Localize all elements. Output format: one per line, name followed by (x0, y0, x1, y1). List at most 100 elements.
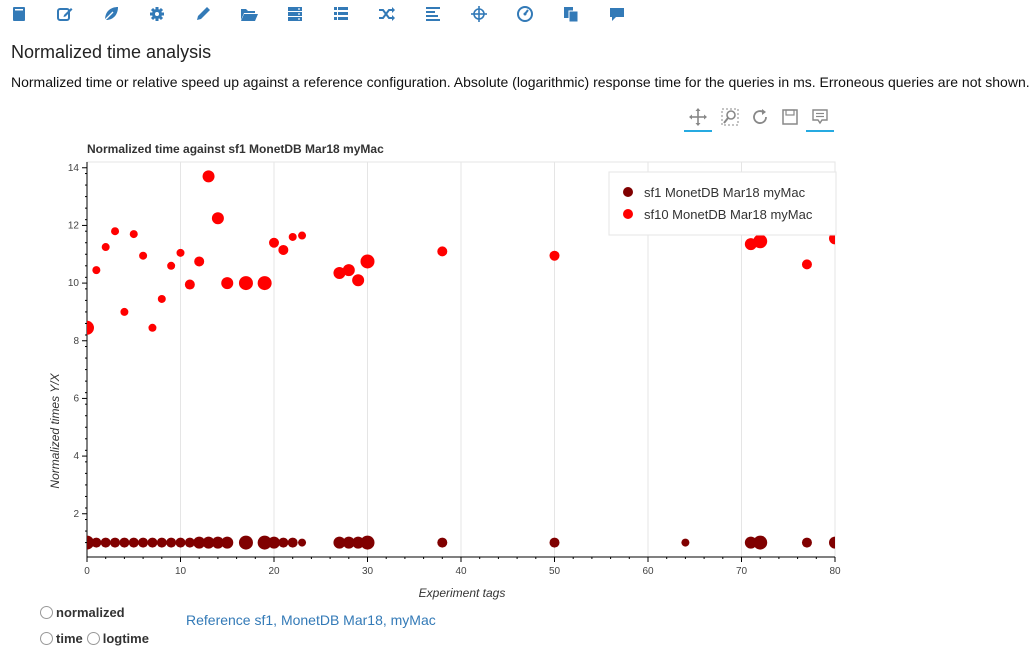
point-series-1[interactable] (138, 537, 149, 548)
leaf-icon[interactable] (102, 5, 120, 23)
logtime-label[interactable]: logtime (102, 631, 149, 646)
normalized-label[interactable]: normalized (56, 605, 125, 620)
point-series-2[interactable] (437, 246, 448, 257)
point-series-1[interactable] (193, 536, 206, 549)
point-series-2[interactable] (221, 277, 234, 290)
point-series-2[interactable] (753, 234, 768, 249)
point-series-2[interactable] (352, 274, 365, 287)
point-series-1[interactable] (333, 536, 346, 549)
point-series-2[interactable] (269, 237, 279, 248)
point-series-2[interactable] (167, 261, 176, 270)
point-series-1[interactable] (128, 537, 139, 548)
page-description: Normalized time or relative speed up aga… (11, 74, 1030, 90)
point-series-1[interactable] (156, 537, 167, 548)
point-series-2[interactable] (157, 294, 166, 303)
point-series-1[interactable] (147, 537, 158, 548)
point-series-2[interactable] (111, 227, 120, 236)
shuffle-icon[interactable] (378, 5, 396, 23)
point-series-1[interactable] (100, 537, 111, 548)
normalized-radio[interactable] (40, 606, 53, 619)
point-series-1[interactable] (257, 535, 272, 550)
point-series-2[interactable] (139, 251, 148, 260)
point-series-1[interactable] (238, 535, 253, 550)
point-series-1[interactable] (211, 536, 224, 549)
point-series-1[interactable] (342, 536, 355, 549)
point-series-2[interactable] (801, 259, 812, 270)
screenshot-icon[interactable] (470, 5, 488, 23)
point-series-1[interactable] (202, 536, 215, 549)
point-series-2[interactable] (176, 248, 185, 257)
reset-tool-icon[interactable] (746, 104, 774, 130)
point-series-2[interactable] (80, 320, 94, 335)
point-series-1[interactable] (829, 536, 841, 549)
logtime-radio[interactable] (86, 632, 100, 645)
point-series-2[interactable] (257, 276, 272, 291)
time-radio[interactable] (40, 632, 53, 645)
point-series-1[interactable] (437, 537, 448, 548)
y-tick-label: 12 (68, 220, 80, 231)
hover-tool-icon[interactable] (806, 104, 834, 132)
point-series-2[interactable] (238, 276, 253, 291)
duplicate-icon[interactable] (562, 5, 580, 23)
point-series-2[interactable] (360, 254, 375, 269)
x-tick-label: 60 (642, 566, 654, 577)
point-series-1[interactable] (166, 537, 177, 548)
point-series-1[interactable] (352, 536, 365, 549)
point-series-1[interactable] (80, 535, 94, 550)
point-series-2[interactable] (298, 231, 307, 240)
chart-title: Normalized time against sf1 MonetDB Mar1… (87, 142, 384, 156)
folder-open-icon[interactable] (240, 5, 258, 23)
point-series-2[interactable] (120, 307, 129, 316)
point-series-2[interactable] (342, 264, 355, 277)
dashboard-icon[interactable] (516, 5, 534, 23)
pan-tool-icon[interactable] (684, 104, 712, 132)
x-tick-label: 20 (268, 566, 280, 577)
box-zoom-tool-icon[interactable] (716, 104, 744, 130)
point-series-2[interactable] (211, 212, 224, 225)
point-series-1[interactable] (298, 538, 307, 547)
point-series-2[interactable] (549, 250, 560, 261)
list-icon[interactable] (332, 5, 350, 23)
pencil-icon[interactable] (194, 5, 212, 23)
server-icon[interactable] (286, 5, 304, 23)
point-series-1[interactable] (268, 536, 280, 549)
reference-link[interactable]: Reference sf1, MonetDB Mar18, myMac (186, 612, 436, 628)
point-series-1[interactable] (184, 537, 195, 548)
scatter-chart[interactable]: Normalized time against sf1 MonetDB Mar1… (0, 136, 860, 606)
point-series-2[interactable] (288, 232, 297, 241)
point-series-1[interactable] (175, 537, 186, 548)
y-tick-label: 8 (73, 336, 79, 347)
legend-swatch-sf1 (623, 187, 633, 197)
comment-icon[interactable] (608, 5, 626, 23)
point-series-2[interactable] (92, 266, 101, 275)
point-series-2[interactable] (194, 256, 205, 267)
point-series-2[interactable] (184, 279, 195, 290)
point-series-1[interactable] (681, 538, 690, 547)
x-tick-label: 40 (455, 566, 467, 577)
point-series-1[interactable] (801, 537, 812, 548)
point-series-1[interactable] (753, 535, 768, 550)
y-tick-label: 4 (73, 451, 79, 462)
point-series-1[interactable] (221, 536, 234, 549)
edit-icon[interactable] (56, 5, 74, 23)
align-left-icon[interactable] (424, 5, 442, 23)
point-series-2[interactable] (148, 323, 157, 332)
point-series-1[interactable] (549, 537, 560, 548)
point-series-1[interactable] (278, 537, 289, 548)
point-series-2[interactable] (278, 244, 289, 255)
save-tool-icon[interactable] (776, 104, 804, 130)
point-series-2[interactable] (333, 267, 346, 280)
point-series-1[interactable] (360, 535, 375, 550)
point-series-2[interactable] (202, 170, 215, 183)
point-series-1[interactable] (110, 537, 121, 548)
point-series-2[interactable] (129, 230, 138, 239)
point-series-1[interactable] (91, 537, 102, 548)
book-icon[interactable] (10, 5, 28, 23)
point-series-1[interactable] (744, 536, 757, 549)
point-series-2[interactable] (101, 243, 110, 252)
time-label[interactable]: time (56, 631, 83, 646)
cog-icon[interactable] (148, 5, 166, 23)
chart-legend: sf1 MonetDB Mar18 myMac sf10 MonetDB Mar… (608, 171, 837, 236)
point-series-1[interactable] (287, 537, 298, 548)
point-series-1[interactable] (119, 537, 130, 548)
